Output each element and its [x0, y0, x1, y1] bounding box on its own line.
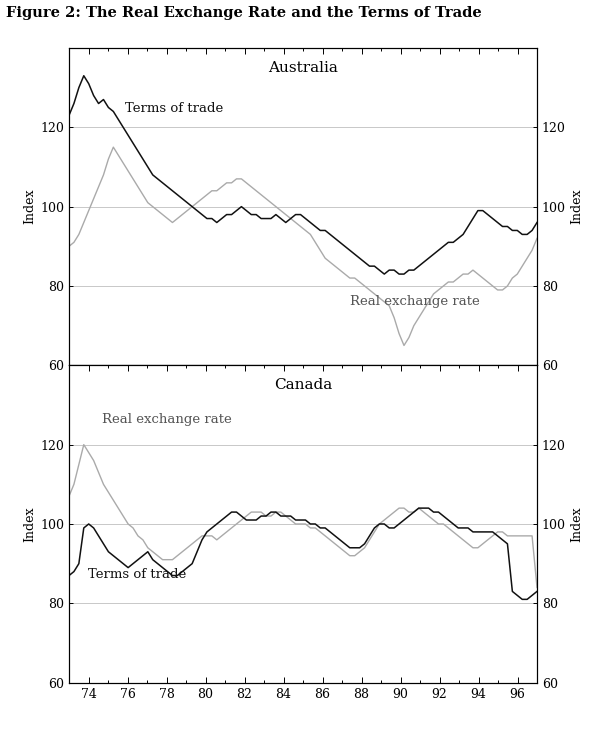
Y-axis label: Index: Index	[23, 189, 36, 224]
Text: Real exchange rate: Real exchange rate	[350, 295, 479, 308]
Text: Figure 2: The Real Exchange Rate and the Terms of Trade: Figure 2: The Real Exchange Rate and the…	[6, 6, 482, 20]
Text: Terms of trade: Terms of trade	[88, 568, 186, 582]
Y-axis label: Index: Index	[23, 506, 36, 542]
Y-axis label: Index: Index	[570, 506, 583, 542]
Text: Real exchange rate: Real exchange rate	[102, 413, 232, 426]
Text: Canada: Canada	[274, 378, 332, 392]
Text: Terms of trade: Terms of trade	[125, 102, 223, 115]
Y-axis label: Index: Index	[570, 189, 583, 224]
Text: Australia: Australia	[268, 61, 338, 75]
